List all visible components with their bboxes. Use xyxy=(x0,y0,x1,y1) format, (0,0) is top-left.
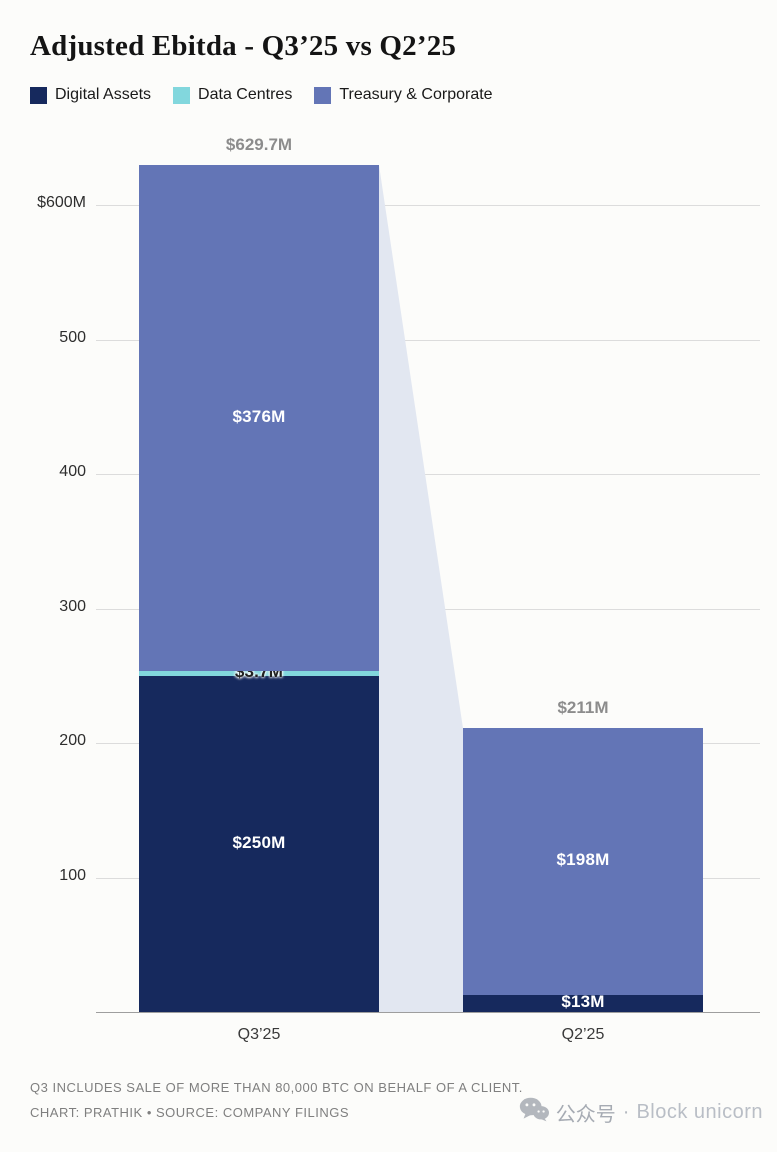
page-title: Adjusted Ebitda - Q3’25 vs Q2’25 xyxy=(30,30,457,62)
y-tick-label: 500 xyxy=(59,328,86,346)
bar-segment-treasury-corporate xyxy=(463,728,703,995)
segment-value-label: $198M xyxy=(556,850,610,870)
bar-segment-treasury-corporate xyxy=(139,165,379,671)
wechat-icon xyxy=(519,1096,549,1128)
watermark-separator: · xyxy=(622,1100,630,1123)
segment-value-label: $13M xyxy=(561,992,605,1012)
gridline xyxy=(96,339,760,341)
y-tick-label: 100 xyxy=(59,866,86,884)
legend: Digital Assets Data Centres Treasury & C… xyxy=(30,86,493,104)
gridline xyxy=(96,474,760,475)
legend-item-data-centres: Data Centres xyxy=(173,86,292,104)
segment-value-label: $376M xyxy=(232,406,286,426)
watermark-platform: 公众号 xyxy=(555,1103,616,1126)
legend-swatch-data-centres xyxy=(173,86,191,104)
segment-value-label: $250M xyxy=(232,832,286,852)
gridline xyxy=(96,205,760,206)
y-tick-label: $600M xyxy=(37,194,86,211)
x-axis-label: Q3’25 xyxy=(237,1026,281,1043)
bar-segment-data-centres xyxy=(139,670,379,676)
legend-swatch-treasury-corporate xyxy=(314,86,332,104)
y-tick-label: 200 xyxy=(59,732,86,749)
bar-segment-digital-assets xyxy=(463,994,703,1012)
legend-item-treasury-corporate: Treasury & Corporate xyxy=(314,86,493,104)
bar-total-label: $211M xyxy=(557,698,609,718)
y-tick-label: 400 xyxy=(59,463,86,480)
legend-swatch-digital-assets xyxy=(30,86,47,104)
bar-segment-digital-assets xyxy=(139,675,379,1012)
watermark: 公众号 · Block unicorn xyxy=(519,1096,763,1128)
x-axis-line xyxy=(96,1012,760,1013)
legend-label: Digital Assets xyxy=(55,86,152,103)
legend-label: Treasury & Corporate xyxy=(339,86,493,103)
bar-total-label: $629.7M xyxy=(225,135,293,155)
footnote-note: Q3 INCLUDES SALE OF MORE THAN 80,000 BTC… xyxy=(30,1080,523,1095)
x-axis-label: Q2’25 xyxy=(561,1026,605,1043)
footnote-credit: CHART: PRATHIK • SOURCE: COMPANY FILINGS xyxy=(30,1105,350,1120)
y-tick-label: 300 xyxy=(59,597,86,615)
legend-item-digital-assets: Digital Assets xyxy=(30,86,151,104)
legend-label: Data Centres xyxy=(198,86,293,103)
watermark-name: Block unicorn xyxy=(636,1100,763,1123)
